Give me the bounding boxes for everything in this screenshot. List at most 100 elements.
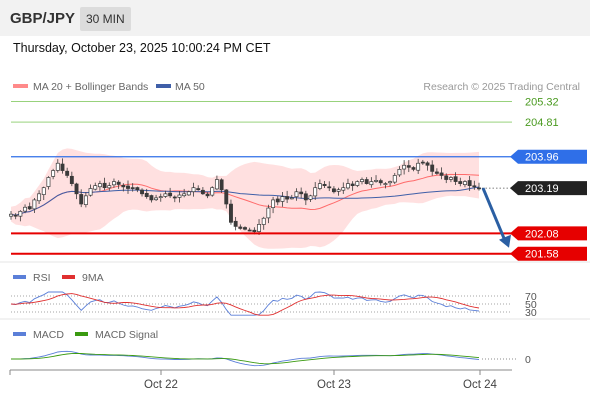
candle-body (434, 171, 439, 174)
candle-body (41, 187, 46, 195)
candle-body (247, 229, 252, 232)
time-axis-label: Oct 24 (463, 379, 497, 391)
candle-body (369, 181, 374, 186)
candle-body (285, 196, 290, 200)
candle-body (200, 189, 205, 195)
candle-body (467, 180, 472, 187)
candle-body (196, 188, 201, 191)
candle-body (331, 188, 336, 193)
candle-body (126, 185, 130, 189)
support-level-tag (510, 226, 587, 241)
candle-body (219, 179, 224, 191)
candle-body (186, 191, 191, 196)
last-price-level-label: 203.19 (525, 183, 559, 195)
candle-body (397, 169, 402, 176)
bollinger-band-fill (11, 148, 479, 249)
candle-body (453, 176, 458, 182)
time-axis: Oct 22 Oct 23 Oct 24 (9, 370, 498, 391)
candle-body (74, 183, 79, 195)
candle-body (322, 183, 327, 186)
timeframe-badge[interactable]: 30 MIN (80, 7, 131, 31)
candle-body (121, 184, 126, 188)
macd-zero-label: 0 (525, 354, 531, 366)
candle-body (88, 188, 93, 196)
candle-body (341, 187, 346, 191)
rsi-ma-line (10, 293, 480, 316)
support-level-label: 202.08 (525, 228, 559, 240)
candle-body (210, 187, 215, 196)
candle-body (308, 195, 313, 200)
candle-body (350, 183, 355, 187)
rsi-legend-swatch (13, 275, 26, 279)
candle-body (257, 224, 261, 232)
candle-body (60, 163, 65, 171)
candle-body (402, 164, 407, 170)
candle-body (9, 213, 13, 217)
candle-body (416, 162, 421, 171)
candle-body (55, 162, 60, 171)
candle-body (23, 206, 27, 212)
candle-body (266, 207, 271, 219)
time-axis-label: Oct 23 (317, 379, 351, 391)
macd-legend-swatch (13, 332, 26, 336)
candle-body (93, 185, 98, 190)
candle-body (102, 182, 107, 189)
candle-body (378, 180, 383, 184)
candle-body (224, 189, 229, 205)
candle-body (448, 177, 453, 180)
macd-signal-line (11, 352, 480, 365)
research-credit: Research © 2025 Trading Central (423, 81, 580, 93)
candle-body (271, 199, 276, 208)
candle-body (364, 179, 369, 184)
rsi-level-label: 30 (525, 307, 537, 319)
candle-body (130, 187, 135, 189)
rsi-level-label: 70 (525, 291, 537, 303)
candle-body (97, 183, 102, 188)
support-level-tag (510, 246, 587, 261)
candle-body (205, 193, 210, 197)
support-level-label: 201.58 (525, 249, 559, 261)
pivot-level-tag (510, 149, 587, 164)
macd-legend-label: MACD (33, 329, 64, 341)
candle-body (463, 181, 467, 185)
candle-body (37, 193, 42, 202)
candle-body (439, 172, 444, 176)
ma50-legend-swatch (156, 84, 171, 88)
candle-body (430, 164, 435, 172)
candle-body (238, 226, 243, 229)
candle-body (13, 214, 18, 217)
pivot-level-label: 203.96 (525, 152, 559, 164)
candle-body (27, 206, 32, 210)
candle-body (383, 183, 388, 185)
candle-body (163, 193, 168, 197)
candle-body (191, 187, 196, 193)
candle-body (158, 196, 163, 199)
candle-body (327, 186, 332, 189)
candle-body (458, 181, 463, 184)
candle-body (83, 195, 88, 205)
candle-body (388, 181, 393, 184)
candle-body (406, 165, 411, 168)
candle-body (168, 192, 173, 197)
candle-body (280, 196, 285, 202)
candle-body (46, 177, 51, 187)
candle-body (172, 196, 177, 199)
forecast-arrow-shaft (481, 187, 507, 242)
candle-body (177, 194, 182, 198)
candle-body (107, 185, 112, 189)
candle-body (392, 175, 397, 183)
candle-body (233, 220, 238, 227)
candle-body (252, 229, 257, 233)
candle-body (477, 187, 481, 190)
candle-body (32, 199, 37, 210)
rsi-ma-legend-label: 9MA (82, 272, 104, 284)
candle-body (360, 179, 364, 182)
candle-body (313, 187, 318, 197)
candle-body (214, 179, 219, 190)
candle-body (275, 198, 280, 203)
candle-body (154, 197, 159, 201)
last-price-level-tag (510, 181, 587, 196)
